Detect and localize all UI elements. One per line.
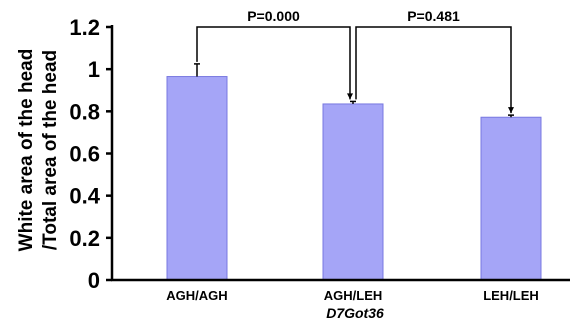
error-bars [194, 63, 514, 118]
significance-bracket [196, 26, 351, 100]
y-tick-label: 0.4 [69, 184, 100, 209]
p-value-label: P=0.481 [407, 8, 460, 24]
bar [322, 103, 384, 281]
bracket-arrowhead [347, 93, 353, 100]
y-axis-label-line-2: /Total area of the head [40, 50, 61, 250]
y-tick-label: 0.2 [69, 226, 100, 251]
bracket-arrowhead [508, 107, 514, 114]
category-labels: AGH/AGH AGH/LEH LEH/LEH [166, 288, 539, 303]
y-tick-label: 0.8 [69, 99, 100, 124]
y-axis-ticks: 0 0.2 0.4 0.6 0.8 1 1.2 [69, 15, 112, 293]
significance-brackets: P=0.000 P=0.481 [196, 8, 514, 114]
bar [480, 116, 542, 281]
axes [110, 25, 570, 282]
y-axis-label-line-1: White area of the head [16, 49, 37, 252]
category-label: AGH/LEH [324, 288, 383, 303]
y-tick-label: 0 [88, 268, 100, 293]
y-tick-label: 0.6 [69, 142, 100, 167]
bars [166, 76, 542, 281]
category-label: LEH/LEH [483, 288, 539, 303]
significance-bracket [355, 26, 512, 114]
x-axis-label: D7Got36 [326, 305, 384, 321]
p-value-label: P=0.000 [247, 8, 300, 24]
y-tick-label: 1 [88, 57, 100, 82]
category-label: AGH/AGH [166, 288, 227, 303]
y-axis-label: White area of the head /Total area of th… [16, 49, 61, 252]
bar [166, 76, 228, 281]
y-tick-label: 1.2 [69, 15, 100, 40]
